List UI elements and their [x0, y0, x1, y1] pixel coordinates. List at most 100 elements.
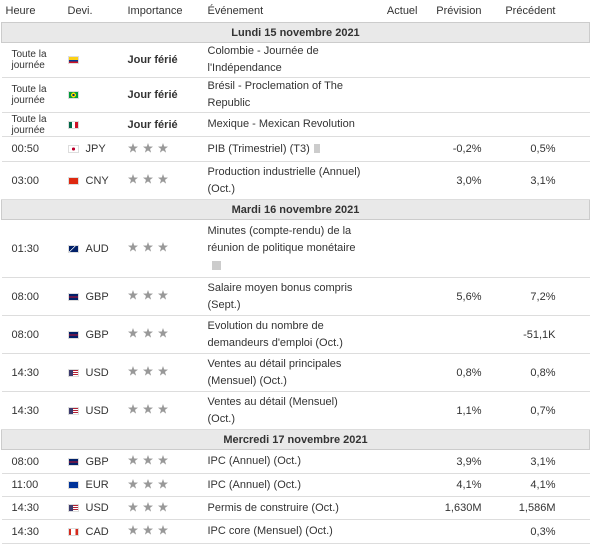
- currency: EUR: [63, 473, 124, 497]
- event-name[interactable]: Evolution du nombre de demandeurs d'empl…: [207, 319, 343, 349]
- event-name[interactable]: PIB (Trimestriel) (T3): [207, 142, 310, 155]
- currency-code: JPY: [85, 143, 106, 155]
- importance: Jour férié: [123, 112, 204, 137]
- forecast: 1,630M: [421, 496, 486, 520]
- time: 00:50: [1, 136, 64, 162]
- time: 08:00: [1, 449, 64, 474]
- column-header: Actuel: [371, 0, 422, 23]
- actual: [371, 519, 422, 544]
- event-name[interactable]: Colombie - Journée de l'Indépendance: [207, 45, 319, 74]
- day-row: Mercredi 17 novembre 2021: [1, 429, 590, 450]
- event-row[interactable]: 08:00 GBP Evolution du nombre de demandeur…: [1, 315, 590, 354]
- time: 08:00: [1, 315, 64, 354]
- flag: [67, 368, 79, 377]
- event-name[interactable]: Mexique - Mexican Revolution: [207, 118, 355, 130]
- importance-stars: [127, 328, 168, 338]
- event: Brésil - Proclemation of The Republic: [203, 77, 372, 113]
- event-name[interactable]: IPC (Annuel) (Oct.): [207, 455, 302, 467]
- event-name[interactable]: IPC (Annuel) (Oct.): [207, 478, 302, 491]
- importance: [123, 473, 204, 497]
- importance: [123, 161, 204, 200]
- column-header: Événement: [203, 0, 372, 23]
- currency-code: USD: [85, 404, 109, 417]
- day-date: Lundi 15 novembre 2021: [1, 22, 590, 43]
- forecast: 5,6%: [421, 277, 486, 316]
- flag: [67, 406, 79, 415]
- event-name[interactable]: IPC core (Mensuel) (Oct.): [207, 525, 333, 537]
- previous: 3,1%: [485, 161, 590, 200]
- importance: [123, 449, 204, 474]
- time: Toute la journée: [1, 112, 64, 137]
- time: 08:00: [1, 277, 64, 316]
- event: Colombie - Journée de l'Indépendance: [203, 42, 372, 78]
- forecast: [421, 219, 486, 278]
- event-row[interactable]: Toute la journée Jour férié Colombie - Jou…: [1, 42, 590, 78]
- flag: [67, 292, 79, 301]
- flag: [67, 120, 79, 129]
- importance: [123, 391, 204, 430]
- currency-code: CNY: [85, 174, 109, 187]
- event-row[interactable]: 08:00 GBP Salaire moyen bonus compris (Sep…: [1, 277, 590, 316]
- flag: [67, 56, 79, 65]
- column-header: Heure: [1, 0, 64, 23]
- event-row[interactable]: 14:30 USD Ventes au détail (Mensuel) (Oct.…: [1, 391, 590, 430]
- importance-stars: [127, 174, 168, 184]
- previous: 3,1%: [485, 449, 590, 474]
- event-row[interactable]: 14:30 CAD IPC core (Mensuel) (Oct.) 0,3%: [1, 519, 590, 544]
- previous: -51,1K: [485, 315, 590, 354]
- event-row[interactable]: 03:00 CNY Production industrielle (Annuel)…: [1, 161, 590, 200]
- previous: 4,1%: [485, 473, 590, 497]
- previous: [485, 112, 590, 137]
- event-row[interactable]: 14:30 USD Permis de construire (Oct.) 1,630…: [1, 496, 590, 520]
- currency: USD: [63, 391, 124, 430]
- time: Toute la journée: [1, 42, 64, 78]
- importance-stars: [127, 501, 168, 512]
- event-name[interactable]: Brésil - Proclemation of The Republic: [207, 80, 344, 109]
- actual: [371, 219, 422, 278]
- actual: [371, 112, 422, 137]
- day-date: Mardi 16 novembre 2021: [1, 199, 590, 220]
- importance-stars: [127, 525, 168, 535]
- importance: Jour férié: [123, 77, 204, 113]
- previous: 7,2%: [485, 277, 590, 316]
- event-name[interactable]: Production industrielle (Annuel) (Oct.): [207, 165, 361, 195]
- event: Ventes au détail (Mensuel) (Oct.): [203, 391, 372, 430]
- event-row[interactable]: 01:30 AUD Minutes (compte-rendu) de la réu…: [1, 219, 590, 278]
- currency: AUD: [63, 219, 124, 278]
- currency-code: GBP: [85, 328, 109, 341]
- event-name[interactable]: Ventes au détail principales (Mensuel) (…: [207, 357, 342, 387]
- day-row: Lundi 15 novembre 2021: [1, 22, 590, 43]
- event-row[interactable]: 11:00 EUR IPC (Annuel) (Oct.) 4,1% 4,1%: [1, 473, 590, 497]
- time: 16:30: [1, 543, 64, 549]
- event-row[interactable]: Toute la journée Jour férié Brésil - Procl…: [1, 77, 590, 113]
- previous: 1,001M: [485, 543, 590, 549]
- event-row[interactable]: Toute la journée Jour férié Mexique - Mexi…: [1, 112, 590, 137]
- day-row: Mardi 16 novembre 2021: [1, 199, 590, 220]
- actual: [371, 277, 422, 316]
- actual: [371, 77, 422, 113]
- flag: [67, 504, 79, 513]
- flag: [67, 527, 79, 536]
- holiday-label: Jour férié: [127, 118, 178, 131]
- event-name[interactable]: Minutes (compte-rendu) de la réunion de …: [207, 225, 356, 254]
- event-name[interactable]: Permis de construire (Oct.): [207, 501, 339, 514]
- forecast: 0,8%: [421, 353, 486, 392]
- event: Production industrielle (Annuel) (Oct.): [203, 161, 372, 200]
- time: 14:30: [1, 519, 64, 544]
- event-row[interactable]: 08:00 GBP IPC (Annuel) (Oct.) 3,9% 3,1%: [1, 449, 590, 474]
- event-name[interactable]: Ventes au détail (Mensuel) (Oct.): [207, 395, 338, 425]
- event-name[interactable]: Salaire moyen bonus compris (Sept.): [207, 281, 353, 311]
- previous: 0,5%: [485, 136, 590, 162]
- previous: 0,7%: [485, 391, 590, 430]
- event-row[interactable]: 14:30 USD Ventes au détail principales (Me…: [1, 353, 590, 392]
- importance-stars: [127, 366, 168, 376]
- actual: [371, 136, 422, 162]
- flag: [67, 330, 79, 339]
- currency: GBP: [63, 315, 124, 354]
- column-header: Importance: [123, 0, 204, 23]
- currency-code: USD: [85, 502, 109, 514]
- time: 01:30: [1, 219, 64, 278]
- event-row[interactable]: 00:50 JPY PIB (Trimestriel) (T3) -0,2% 0,5%: [1, 136, 590, 162]
